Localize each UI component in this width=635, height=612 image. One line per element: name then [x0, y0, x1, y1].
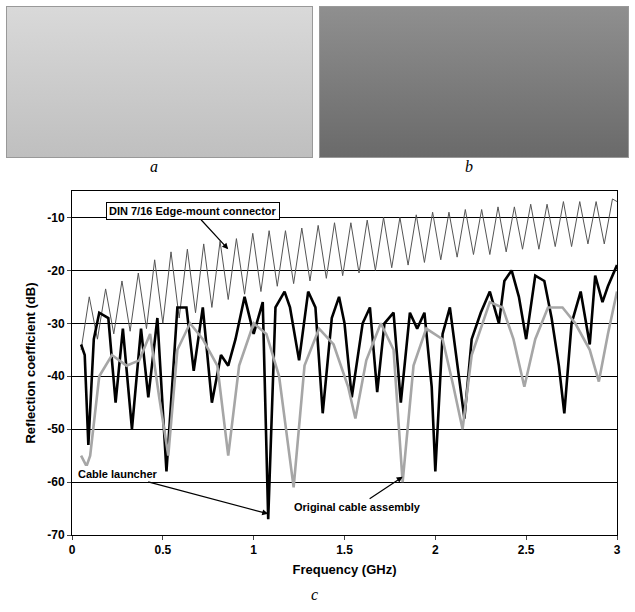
svg-text:-20: -20 [47, 264, 65, 278]
html-text:b: b [465, 158, 473, 175]
svg-text:Reflection coefficient (dB): Reflection coefficient (dB) [23, 282, 38, 443]
svg-text:3: 3 [614, 543, 621, 557]
svg-text:Original cable assembly: Original cable assembly [294, 501, 421, 513]
svg-text:DIN 7/16 Edge-mount connector: DIN 7/16 Edge-mount connector [109, 205, 277, 217]
svg-text:-60: -60 [47, 475, 65, 489]
html-text:a: a [150, 158, 158, 175]
svg-text:-30: -30 [47, 317, 65, 331]
svg-text:2: 2 [432, 543, 439, 557]
svg-text:2.5: 2.5 [518, 543, 535, 557]
svg-text:-40: -40 [47, 369, 65, 383]
svg-text:-70: -70 [47, 528, 65, 542]
html-text:c: c [311, 586, 319, 603]
svg-text:-50: -50 [47, 422, 65, 436]
svg-text:0: 0 [69, 543, 76, 557]
svg-text:-10: -10 [47, 211, 65, 225]
svg-text:Frequency (GHz): Frequency (GHz) [292, 562, 396, 577]
svg-text:Cable launcher: Cable launcher [78, 468, 158, 480]
svg-text:1.5: 1.5 [336, 543, 353, 557]
svg-text:0.5: 0.5 [154, 543, 171, 557]
svg-text:1: 1 [250, 543, 257, 557]
